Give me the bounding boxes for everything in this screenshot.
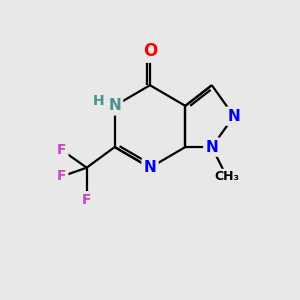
Text: H: H	[93, 94, 104, 108]
Text: N: N	[227, 109, 240, 124]
Text: CH₃: CH₃	[214, 170, 239, 183]
Text: N: N	[206, 140, 218, 154]
Text: N: N	[108, 98, 121, 113]
Text: F: F	[82, 193, 92, 207]
Text: F: F	[57, 169, 66, 184]
Text: O: O	[143, 42, 157, 60]
Text: F: F	[57, 143, 66, 157]
Text: N: N	[144, 160, 156, 175]
